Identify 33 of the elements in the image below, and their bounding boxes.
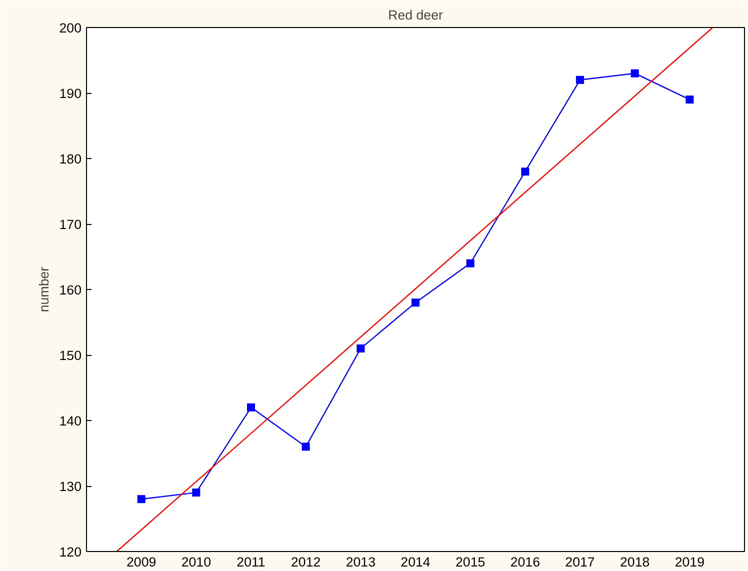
point — [247, 403, 255, 412]
y-tick-label: 190 — [59, 86, 82, 101]
point — [630, 69, 639, 78]
y-tick-label: 120 — [59, 544, 82, 560]
x-tick-label: 2010 — [181, 554, 211, 570]
x-tick-label: 2015 — [456, 554, 486, 570]
point — [686, 96, 694, 104]
chart-title: Red deer — [388, 8, 444, 22]
y-tick-label: 130 — [59, 479, 82, 494]
y-axis-title: number — [36, 266, 52, 312]
x-tick-label: 2014 — [400, 554, 431, 570]
point — [302, 442, 310, 451]
point — [192, 488, 200, 497]
y-tick-label: 170 — [59, 217, 82, 232]
x-tick-label: 2016 — [510, 554, 540, 570]
point — [521, 168, 530, 176]
x-tick-label: 2017 — [565, 554, 595, 570]
point — [466, 259, 474, 268]
x-tick-label: 2011 — [236, 554, 266, 570]
x-tick-label: 2012 — [291, 554, 321, 570]
point — [137, 495, 146, 504]
x-tick-label: 2009 — [126, 554, 156, 570]
y-tick-label: 140 — [59, 414, 82, 428]
y-tick-label: 150 — [59, 348, 82, 363]
x-tick-label: 2019 — [674, 554, 704, 570]
point — [412, 298, 420, 307]
x-tick-label: 2018 — [620, 554, 650, 570]
x-tick-label: 2013 — [346, 554, 376, 570]
y-tick-label: 160 — [59, 282, 82, 298]
y-tick-label: 180 — [59, 152, 82, 166]
point — [576, 76, 584, 84]
point — [356, 344, 365, 352]
y-tick-label: 200 — [59, 20, 82, 36]
